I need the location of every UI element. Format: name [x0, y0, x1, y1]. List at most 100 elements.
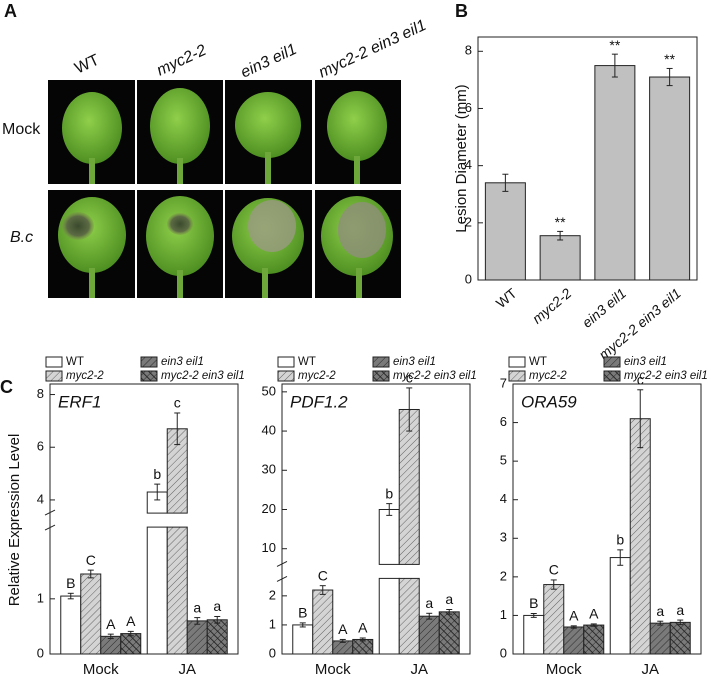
column-label: myc2-2 — [154, 42, 209, 80]
y-axis-label: Relative Expression Level — [6, 434, 23, 607]
significance-letter: A — [338, 621, 348, 637]
legend-swatch — [45, 356, 63, 368]
gene-title: PDF1.2 — [290, 392, 348, 411]
bar — [649, 622, 671, 655]
legend-label: myc2-2 — [529, 370, 567, 382]
significance-letter: b — [616, 532, 624, 548]
panel-label: A — [4, 1, 17, 21]
significance: ** — [664, 51, 675, 67]
legend-label: ein3 eil1 — [161, 356, 204, 368]
bar — [206, 619, 228, 655]
bar — [292, 624, 314, 655]
y-tick-label: 6 — [500, 414, 507, 429]
x-tick-label: JA — [178, 661, 196, 678]
x-tick-label: myc2-2 — [529, 285, 575, 327]
panel-label: C — [0, 377, 13, 397]
column-label: myc2-2 ein3 eil1 — [316, 17, 429, 82]
bar — [418, 615, 440, 655]
significance-letter: b — [153, 466, 161, 482]
significance-letter: A — [569, 608, 579, 624]
bar — [186, 620, 208, 655]
significance-letter: A — [126, 613, 136, 629]
significance-letter: c — [174, 395, 181, 411]
significance-letter: b — [385, 485, 393, 501]
row-label: Mock — [2, 121, 41, 138]
y-tick-label: 0 — [37, 645, 44, 660]
significance-letter: B — [529, 595, 538, 611]
axis-break — [44, 509, 56, 516]
y-tick-label: 40 — [262, 422, 276, 437]
axis-break — [276, 575, 288, 582]
significance-letter: a — [213, 598, 221, 614]
y-tick-label: 2 — [465, 214, 472, 229]
bar — [120, 633, 142, 655]
legend-label: myc2-2 ein3 eil1 — [393, 370, 477, 382]
legend-label: WT — [529, 356, 547, 368]
legend-swatch — [45, 370, 63, 382]
bar — [484, 182, 526, 281]
significance-letter: A — [106, 616, 116, 632]
gene-title: ORA59 — [521, 392, 577, 411]
legend-label: WT — [66, 356, 84, 368]
bar — [352, 638, 374, 655]
gene-title: ERF1 — [58, 392, 101, 411]
y-tick-label: 4 — [465, 157, 472, 172]
significance-letter: A — [358, 620, 368, 636]
y-tick-label: 0 — [465, 271, 472, 286]
plot-frame — [281, 383, 471, 655]
legend-label: WT — [298, 356, 316, 368]
bar — [332, 640, 354, 655]
legend-swatch — [603, 370, 621, 382]
significance-letter: C — [549, 562, 559, 578]
y-tick-label: 5 — [500, 453, 507, 468]
plot-frame — [477, 36, 698, 281]
bar — [438, 611, 460, 655]
x-tick-label: ein3 eil1 — [579, 285, 629, 331]
bar — [523, 614, 545, 655]
bar — [312, 589, 334, 655]
legend-swatch — [140, 370, 158, 382]
x-tick-label: Mock — [546, 661, 582, 678]
significance-letter: c — [637, 371, 644, 387]
y-tick-label: 6 — [37, 439, 44, 454]
bar — [378, 577, 400, 655]
y-tick-label: 0 — [269, 645, 276, 660]
legend-label: myc2-2 — [66, 370, 104, 382]
column-label: ein3 eil1 — [238, 41, 299, 82]
y-tick-label: 3 — [500, 530, 507, 545]
bar — [398, 408, 420, 565]
significance-letter: B — [298, 605, 307, 621]
bar — [669, 621, 691, 655]
legend-swatch — [508, 356, 526, 368]
bar — [398, 577, 420, 655]
panel-label: B — [455, 1, 468, 21]
bar — [594, 65, 636, 281]
bar — [563, 626, 585, 655]
x-tick-label: Mock — [83, 661, 119, 678]
legend-swatch — [508, 370, 526, 382]
column-label: WT — [72, 51, 102, 77]
significance-letter: a — [676, 602, 684, 618]
bar — [649, 76, 691, 281]
plot-frame — [49, 383, 239, 655]
legend-swatch — [140, 356, 158, 368]
significance-letter: a — [656, 603, 664, 619]
y-tick-label: 10 — [262, 540, 276, 555]
significance-letter: a — [193, 599, 201, 615]
y-tick-label: 2 — [500, 568, 507, 583]
significance-letter: B — [66, 575, 75, 591]
legend-swatch — [603, 356, 621, 368]
bar — [543, 584, 565, 655]
y-tick-label: 1 — [37, 590, 44, 605]
legend-label: myc2-2 ein3 eil1 — [161, 370, 245, 382]
y-tick-label: 30 — [262, 462, 276, 477]
y-tick-label: 2 — [269, 587, 276, 602]
y-tick-label: 0 — [500, 645, 507, 660]
bar — [166, 526, 188, 655]
bar — [378, 508, 400, 565]
y-tick-label: 1 — [269, 616, 276, 631]
row-label: B.c — [10, 229, 33, 246]
y-tick-label: 6 — [465, 100, 472, 115]
x-tick-label: Mock — [315, 661, 351, 678]
